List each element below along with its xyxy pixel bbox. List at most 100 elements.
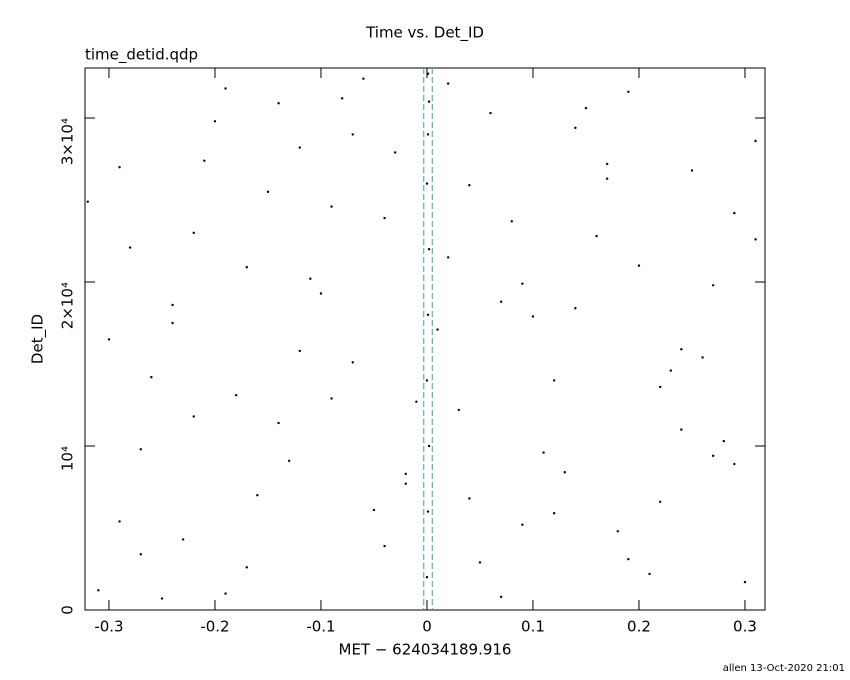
point [658, 385, 662, 389]
point [627, 90, 630, 93]
point [118, 166, 121, 169]
x-tick-label: -0.3 [94, 618, 123, 636]
point [427, 248, 431, 251]
point [393, 151, 397, 154]
point [245, 266, 248, 269]
point [754, 238, 757, 241]
point [150, 375, 153, 379]
point [277, 102, 280, 105]
point [426, 133, 430, 136]
point [107, 338, 111, 341]
point [383, 216, 386, 220]
point [574, 126, 577, 130]
y-tick-label: 3×10⁴ [59, 118, 77, 165]
point [542, 451, 545, 454]
y-tick-label: 10⁴ [59, 446, 77, 471]
point [605, 162, 609, 166]
point [754, 139, 757, 143]
point [627, 557, 630, 561]
point [128, 246, 132, 249]
footer: allen 13-Oct-2020 21:01 [723, 663, 845, 674]
point [192, 231, 195, 235]
point [499, 595, 503, 599]
point [181, 538, 185, 541]
point [478, 561, 482, 564]
point [171, 321, 174, 325]
point [224, 87, 227, 90]
point [563, 471, 566, 474]
point [298, 146, 301, 149]
point [701, 356, 704, 359]
point [743, 580, 747, 584]
point [415, 400, 418, 403]
point [256, 494, 259, 497]
point [425, 182, 429, 185]
plot-frame [84, 67, 766, 611]
point [616, 530, 619, 533]
x-tick-label: 0.3 [733, 618, 757, 636]
point [266, 190, 270, 194]
point [426, 313, 430, 317]
x-axis-label: MET − 624034189.916 [339, 641, 512, 659]
point [245, 566, 248, 569]
point [446, 256, 450, 259]
point [425, 379, 429, 382]
point [139, 448, 142, 451]
point [711, 454, 715, 458]
point [160, 597, 164, 600]
point [711, 284, 715, 287]
point [680, 348, 683, 351]
x-tick-label: 0.1 [521, 618, 545, 636]
point [669, 369, 672, 372]
point [213, 120, 217, 123]
chart-subtitle: time_detid.qdp [85, 46, 198, 65]
point [468, 184, 471, 187]
point [139, 553, 142, 556]
point [340, 97, 344, 100]
point [224, 592, 227, 595]
point [733, 211, 736, 215]
x-tick-label: -0.2 [200, 618, 229, 636]
point [404, 482, 407, 485]
point [521, 523, 524, 526]
point [203, 159, 206, 162]
point [637, 264, 641, 267]
point [658, 500, 662, 503]
chart-title: Time vs. Det_ID [365, 24, 484, 43]
point [468, 497, 471, 500]
point [426, 510, 430, 513]
point [574, 307, 577, 310]
point [510, 220, 513, 223]
y-axis-label: Det_ID [29, 314, 48, 364]
point [457, 408, 460, 412]
point [118, 520, 121, 523]
point [680, 428, 683, 431]
point [427, 100, 431, 103]
point [425, 576, 429, 579]
point [584, 106, 588, 110]
point [192, 415, 195, 418]
point [605, 177, 609, 180]
point [362, 77, 365, 80]
x-tick-label: 0 [422, 618, 432, 636]
point [427, 444, 431, 448]
y-tick-label: 0 [59, 605, 77, 615]
point [733, 462, 736, 466]
point [97, 589, 100, 592]
point [319, 292, 323, 295]
point [648, 572, 651, 576]
point [383, 544, 386, 548]
point [351, 361, 354, 364]
point [489, 111, 492, 115]
point [436, 328, 439, 331]
point [234, 393, 238, 397]
point [171, 303, 174, 307]
point [446, 82, 450, 85]
y-tick-label: 2×10⁴ [59, 282, 77, 329]
point [552, 512, 556, 515]
point [499, 300, 503, 303]
point [404, 472, 407, 476]
point [277, 421, 280, 425]
x-tick-label: 0.2 [627, 618, 651, 636]
